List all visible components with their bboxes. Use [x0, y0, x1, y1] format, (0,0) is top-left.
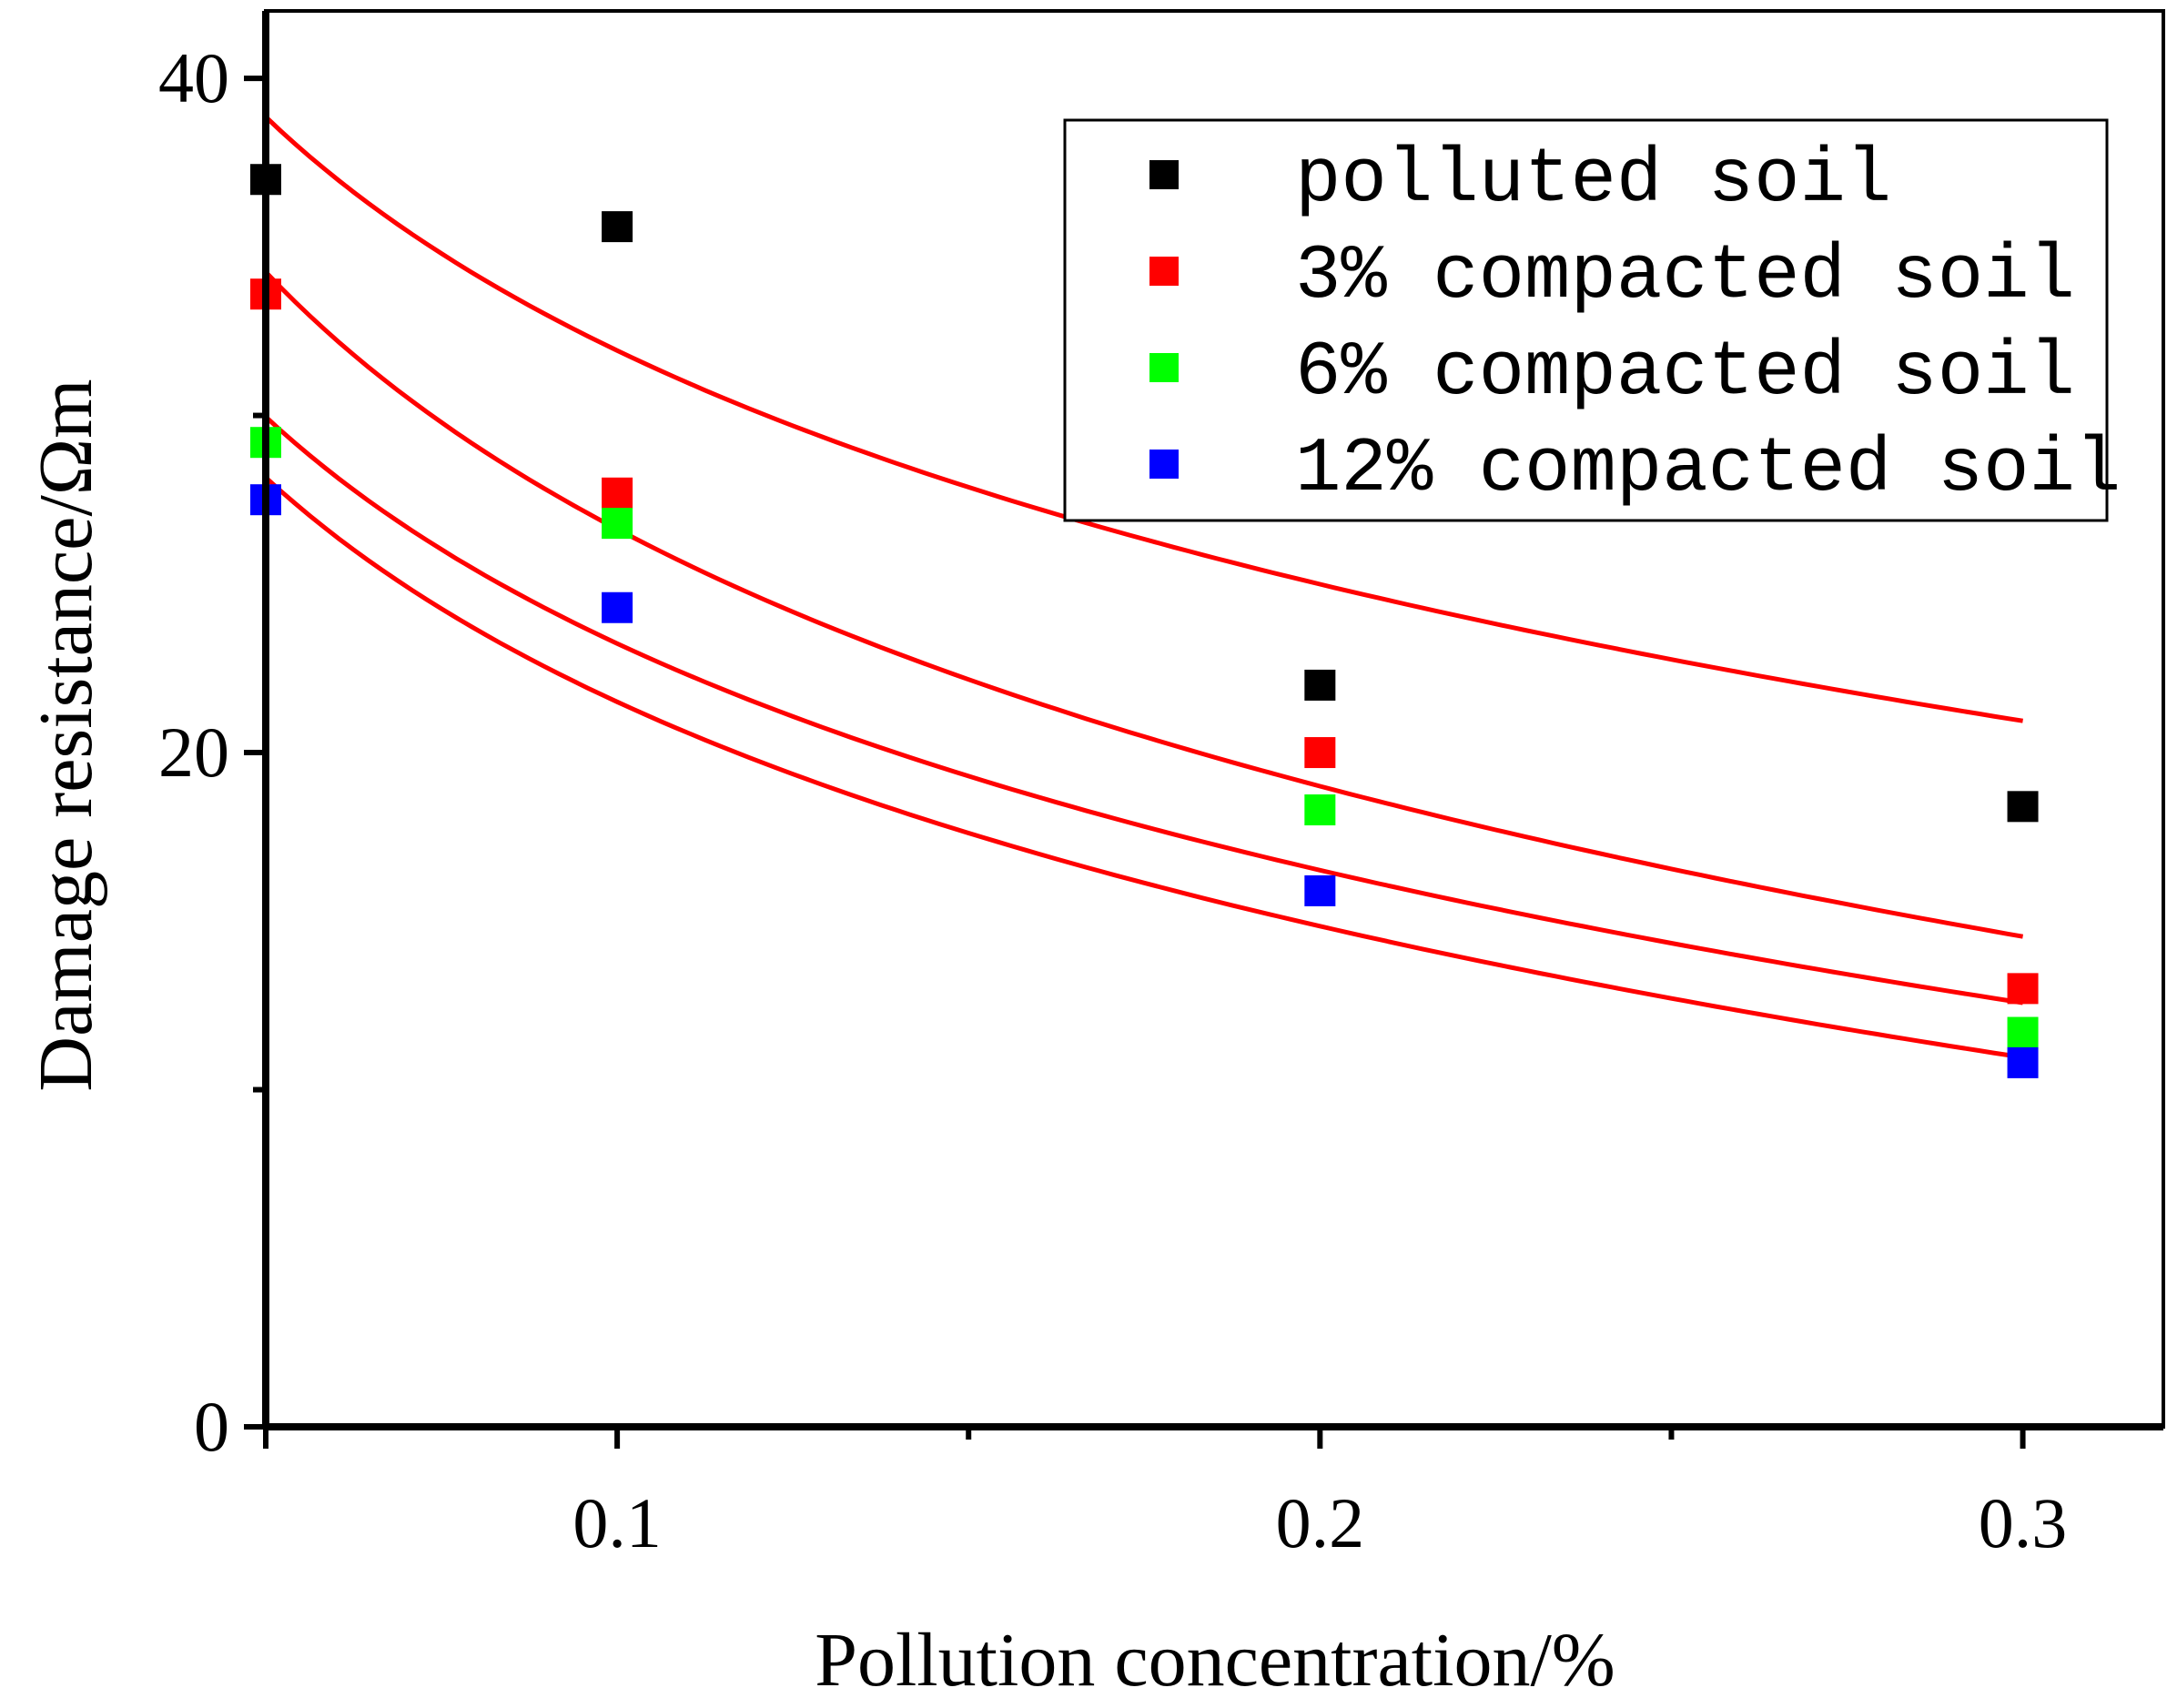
legend-marker-2 — [1149, 257, 1179, 286]
legend: polluted soil 3% compacted soil 6% compact… — [1063, 118, 2121, 522]
axes: 0.1 0.2 0.3 0 20 40 — [158, 9, 2165, 1562]
data-point-series-3-3 — [1304, 794, 1336, 826]
data-point-series-2-4 — [2007, 973, 2039, 1005]
fit-curve-3 — [264, 415, 2023, 1006]
legend-box — [1063, 118, 2109, 522]
legend-label-2: 3% compacted soil — [1295, 234, 2075, 320]
data-point-series-2-2 — [602, 477, 633, 509]
y-axis-label: Damage resistance/Ωm — [24, 379, 108, 1091]
data-point-series-4-2 — [602, 591, 633, 623]
y-tick-label: 40 — [158, 38, 229, 117]
fit-curve-1 — [264, 115, 2023, 723]
data-point-series-4-4 — [2007, 1046, 2039, 1078]
data-point-series-3-2 — [602, 508, 633, 540]
x-tick-label: 0.1 — [572, 1483, 662, 1562]
legend-label-3: 6% compacted soil — [1295, 330, 2075, 417]
x-axis-label: Pollution concentration/% — [815, 1618, 1615, 1703]
legend-marker-4 — [1149, 450, 1179, 479]
y-tick-label: 20 — [158, 713, 229, 792]
legend-marker-3 — [1149, 353, 1179, 382]
x-tick-label: 0.2 — [1276, 1483, 1365, 1562]
fit-curve-4 — [264, 475, 2023, 1060]
data-point-series-4-3 — [1304, 874, 1336, 906]
legend-label-1: polluted soil — [1295, 137, 1891, 224]
legend-marker-1 — [1149, 160, 1179, 189]
fit-curves — [264, 115, 2024, 1060]
legend-label-4: 12% compacted soil — [1295, 427, 2121, 513]
x-tick-label: 0.3 — [1979, 1483, 2068, 1562]
data-point-series-2-3 — [1304, 737, 1336, 769]
fit-curve-2 — [264, 270, 2024, 939]
y-tick-label: 0 — [194, 1387, 229, 1466]
data-point-series-1-2 — [602, 211, 633, 243]
data-point-series-3-4 — [2007, 1016, 2039, 1048]
data-point-series-1-3 — [1304, 669, 1336, 701]
data-point-series-1-4 — [2007, 791, 2039, 823]
